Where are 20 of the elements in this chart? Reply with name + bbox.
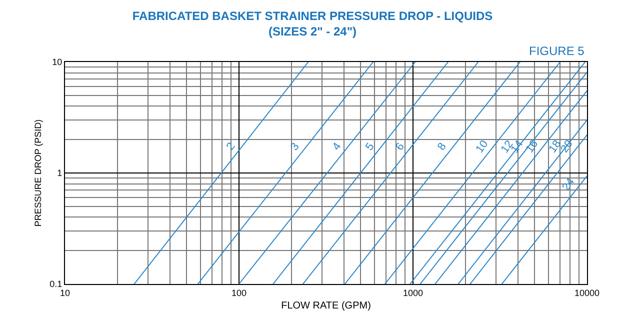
text: 6	[394, 140, 407, 153]
x-tick-label: 1000	[402, 288, 424, 298]
y-tick-label: 1	[57, 168, 62, 178]
text: 8	[436, 140, 449, 153]
caption: FIGURE 5	[529, 44, 585, 58]
text: 5	[364, 140, 377, 153]
text: 2	[224, 140, 238, 153]
y-axis-title: PRESSURE DROP (PSID)	[33, 119, 44, 227]
text: 10	[474, 138, 491, 156]
text: 4	[330, 140, 344, 153]
x-tick-label: 10	[60, 288, 70, 298]
x-tick-label: 10000	[574, 288, 600, 298]
y-tick-label: 0.1	[50, 279, 62, 290]
x-tick-label: 100	[231, 288, 247, 298]
y-tick-label: 10	[52, 57, 62, 68]
chart-title: FABRICATED BASKET STRAINER PRESSURE DROP - LIQUIDS (SIZES 2" - 24")	[132, 8, 493, 38]
text: 20	[558, 138, 576, 155]
text: 24	[560, 176, 578, 194]
x-axis-title: FLOW RATE (GPM)	[281, 300, 371, 312]
text: 3	[288, 140, 302, 153]
